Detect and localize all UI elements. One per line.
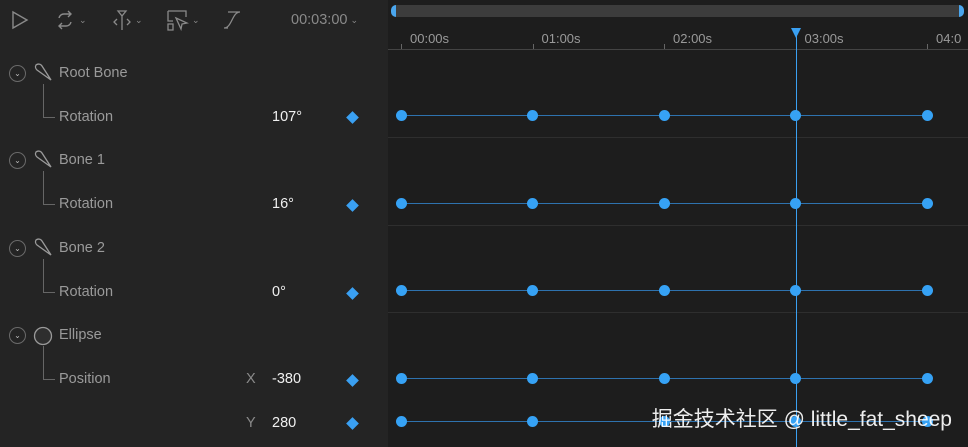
ruler-tick [664,44,665,50]
select-icon [167,10,189,31]
keyframe-dot[interactable] [395,416,407,427]
layer-name[interactable]: Root Bone [59,65,128,81]
keyframe-diamond-icon[interactable] [346,417,359,430]
keyframe-dot[interactable] [658,285,670,296]
keyframe-dot[interactable] [658,110,670,121]
keyframe-dot[interactable] [527,416,538,427]
keyframe-dot[interactable] [395,373,407,384]
loop-button[interactable]: ⌄ [54,8,87,32]
ruler-line [388,49,968,50]
keyframe-dot[interactable] [658,198,670,209]
tree-line [43,259,55,293]
bone-icon [34,63,52,81]
select-button[interactable]: ⌄ [167,8,200,32]
bone-icon [34,238,52,256]
chevron-down-icon: ⌄ [192,14,200,25]
keyframe-dot[interactable] [921,416,933,427]
easing-curve-icon [223,11,241,29]
chevron-down-icon: ⌄ [79,14,87,25]
bone-icon [34,150,52,168]
keyframe-dot[interactable] [921,285,933,296]
keyframe-diamond-icon[interactable] [346,287,359,300]
split-button[interactable]: ⌄ [112,8,143,32]
watermark: 掘金技术社区 @ little_fat_sheep [651,408,952,431]
ruler-tick [401,44,402,50]
tree-line [43,84,55,118]
property-label: Rotation [59,284,114,300]
ruler-tick-label: 04:0 [936,31,962,46]
split-icon [113,10,131,30]
time-dropdown[interactable]: 00:03:00 ⌄ [291,8,358,32]
tree-line [43,346,55,380]
keyframe-dot[interactable] [658,416,670,427]
play-icon [12,10,29,30]
expand-toggle[interactable]: ⌄ [9,65,26,82]
ruler-tick [532,44,534,50]
keyframe-dot[interactable] [921,110,933,121]
property-value[interactable]: 280 [272,415,297,431]
keyframe-dot[interactable] [527,285,538,296]
property-value[interactable]: 16° [272,196,294,212]
layers-panel: ⌄ ⌄ ⌄ 00:03:00 ⌄ ⌄ Root Bone Rotation 107… [0,0,388,447]
keyframe-diamond-icon[interactable] [346,111,359,124]
property-label: Position [59,371,111,387]
layer-name[interactable]: Ellipse [59,327,102,343]
layer-name[interactable]: Bone 2 [59,240,105,256]
axis-label: Y [246,415,256,431]
current-time: 00:03:00 [291,12,348,28]
keyframe-dot[interactable] [527,373,538,384]
ruler-tick-label: 00:00s [410,31,450,46]
playhead-handle-icon[interactable] [790,28,801,38]
ellipse-icon [33,326,53,346]
layer-name[interactable]: Bone 1 [59,152,105,168]
axis-label: X [246,371,256,387]
easing-button[interactable] [222,8,244,32]
timeline-scrollbar[interactable] [391,5,964,17]
ruler-tick-label: 03:00s [804,31,844,46]
row-divider [388,225,968,226]
tree-line [43,171,55,205]
property-label: Rotation [59,196,114,212]
chevron-down-icon: ⌄ [350,14,358,25]
ruler-tick-label: 01:00s [541,31,581,46]
keyframe-dot[interactable] [395,198,407,209]
keyframe-dot[interactable] [395,285,407,296]
property-value[interactable]: 0° [272,284,286,300]
chevron-down-icon: ⌄ [135,14,143,25]
playhead-line[interactable] [795,36,797,447]
timeline-panel: 00:00s 01:00s 02:00s 03:00s 04:0 [388,0,968,447]
row-divider [388,312,968,313]
property-label: Rotation [59,109,114,125]
keyframe-dot[interactable] [395,110,407,121]
expand-toggle[interactable]: ⌄ [9,152,26,169]
property-value[interactable]: -380 [272,371,302,387]
keyframe-dot[interactable] [658,373,670,384]
keyframe-dot[interactable] [921,198,933,209]
property-value[interactable]: 107° [272,109,302,125]
loop-icon [58,10,72,30]
expand-toggle[interactable]: ⌄ [9,327,26,344]
ruler-tick-label: 02:00s [673,31,713,46]
play-button[interactable] [10,8,30,32]
ruler-tick [927,44,928,50]
keyframe-dot[interactable] [527,198,538,209]
keyframe-dot[interactable] [921,373,933,384]
keyframe-diamond-icon[interactable] [346,374,359,387]
expand-toggle[interactable]: ⌄ [9,240,26,257]
keyframe-diamond-icon[interactable] [346,199,359,212]
scroll-handle-right[interactable] [959,5,964,17]
keyframe-dot[interactable] [527,110,538,121]
scroll-handle-left[interactable] [391,5,396,17]
row-divider [388,137,968,138]
